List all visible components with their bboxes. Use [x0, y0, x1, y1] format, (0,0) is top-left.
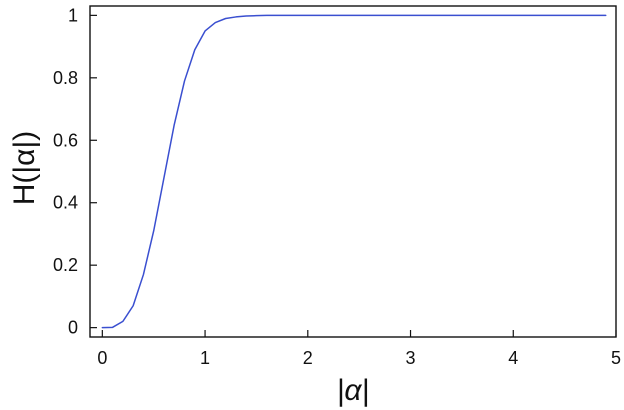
x-tick-label: 2 — [303, 348, 313, 368]
y-tick-label: 0.4 — [53, 193, 78, 213]
x-axis-label: |α| — [337, 374, 370, 407]
plot-frame — [89, 5, 617, 338]
y-tick-label: 1 — [68, 5, 78, 25]
y-axis-ticks: 0 0.2 0.4 0.6 0.8 1 — [53, 5, 97, 338]
series-line — [101, 14, 607, 329]
x-axis-ticks: 0 1 2 3 4 5 — [97, 330, 621, 368]
y-tick-label: 0.6 — [53, 130, 78, 150]
y-tick-label: 0 — [68, 318, 78, 338]
x-tick-label: 1 — [200, 348, 210, 368]
x-tick-label: 4 — [508, 348, 518, 368]
y-tick-label: 0.8 — [53, 68, 78, 88]
series-layer — [101, 14, 607, 329]
x-tick-label: 5 — [611, 348, 621, 368]
y-tick-label: 0.2 — [53, 255, 78, 275]
x-tick-label: 0 — [97, 348, 107, 368]
x-tick-label: 3 — [406, 348, 416, 368]
y-axis-label: H(|α|) — [8, 131, 41, 206]
